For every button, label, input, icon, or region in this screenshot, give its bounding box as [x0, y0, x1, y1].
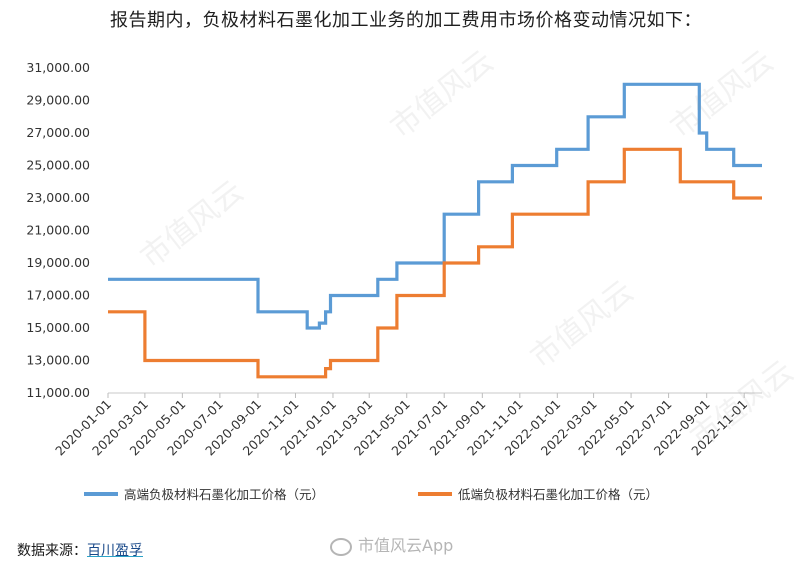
legend: 高端负极材料石墨化加工价格（元） 低端负极材料石墨化加工价格（元）	[84, 487, 658, 502]
series-layer	[108, 82, 762, 379]
page-title: 报告期内，负极材料石墨化加工业务的加工费用市场价格变动情况如下：	[110, 10, 702, 31]
y-axis: 11,000.00 13,000.00 15,000.00 17,000.00 19,0…	[26, 60, 90, 400]
data-source: 数据来源：百川盈孚	[17, 540, 143, 560]
y-tick-label: 11,000.00	[26, 385, 90, 400]
weibo-icon	[330, 537, 352, 556]
y-tick-label: 13,000.00	[26, 353, 90, 368]
legend-label: 高端负极材料石墨化加工价格（元）	[124, 487, 324, 502]
series-line-low-end	[108, 147, 762, 379]
y-tick-label: 27,000.00	[26, 125, 90, 140]
y-tick-label: 31,000.00	[26, 60, 90, 75]
y-tick-label: 15,000.00	[26, 320, 90, 335]
y-tick-label: 29,000.00	[26, 93, 90, 108]
legend-label: 低端负极材料石墨化加工价格（元）	[458, 487, 658, 502]
source-link[interactable]: 百川盈孚	[87, 543, 143, 559]
weibo-watermark-text: 市值风云App	[358, 536, 454, 555]
source-label: 数据来源：	[17, 543, 87, 559]
y-tick-label: 21,000.00	[26, 223, 90, 238]
y-tick-label: 23,000.00	[26, 190, 90, 205]
y-tick-label: 25,000.00	[26, 158, 90, 173]
series-line-high-end	[108, 82, 762, 330]
y-tick-label: 17,000.00	[26, 288, 90, 303]
x-axis: 2020-01-012020-03-012020-05-012020-07-01…	[52, 392, 762, 458]
weibo-watermark: 市值风云App	[330, 532, 453, 556]
y-tick-label: 19,000.00	[26, 255, 90, 270]
